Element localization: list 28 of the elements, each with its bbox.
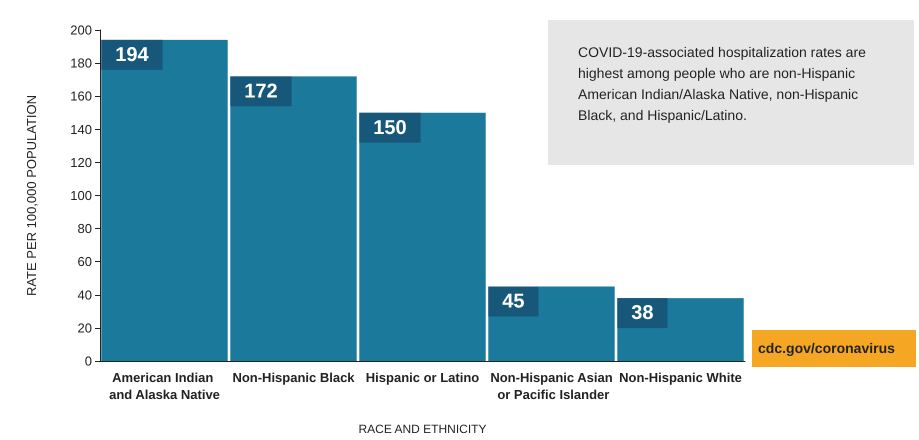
y-tick-label: 140 <box>70 122 92 137</box>
y-tick-label: 200 <box>70 22 92 38</box>
y-tick-label: 80 <box>78 221 92 236</box>
data-label: 38 <box>631 302 654 324</box>
data-label: 150 <box>373 116 407 139</box>
note-box: COVID-19-associated hospitalization rates are highest among people who are non-Hispanic American Indian/Alaska Native, non-Hispanic Black, and Hispanic/Latino. <box>548 20 914 165</box>
data-label: 194 <box>115 44 150 66</box>
y-tick-label: 0 <box>84 354 92 368</box>
y-tick-label: 20 <box>78 320 92 336</box>
y-tick-label: 60 <box>78 254 92 270</box>
x-tick-label: American Indian and Alaska Native <box>109 370 220 402</box>
y-tick-label: 160 <box>70 88 92 104</box>
y-tick-label: 180 <box>70 56 92 71</box>
y-tick-label: 120 <box>70 154 92 170</box>
bar <box>230 76 357 361</box>
data-label: 172 <box>244 80 278 102</box>
data-label: 45 <box>502 290 525 313</box>
x-tick-label: Non-Hispanic Black <box>232 370 356 385</box>
x-tick-label: Non-Hispanic Asian or Pacific Islander <box>490 370 613 402</box>
link-box: cdc.gov/coronavirus <box>752 330 916 367</box>
y-tick-label: 40 <box>78 287 92 302</box>
bar <box>101 40 228 361</box>
y-tick-label: 100 <box>70 188 92 203</box>
y-axis-title: RATE PER 100,000 POPULATION <box>24 94 39 296</box>
x-tick-label: Hispanic or Latino <box>366 370 480 385</box>
x-axis-title: RACE AND ETHNICITY <box>358 422 487 436</box>
bar <box>359 112 486 361</box>
x-tick-label: Non-Hispanic White <box>619 370 742 385</box>
